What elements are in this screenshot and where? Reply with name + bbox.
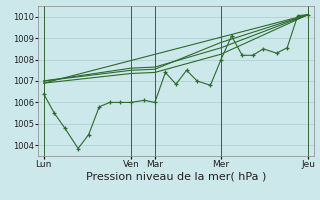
X-axis label: Pression niveau de la mer( hPa ): Pression niveau de la mer( hPa ) <box>86 172 266 182</box>
